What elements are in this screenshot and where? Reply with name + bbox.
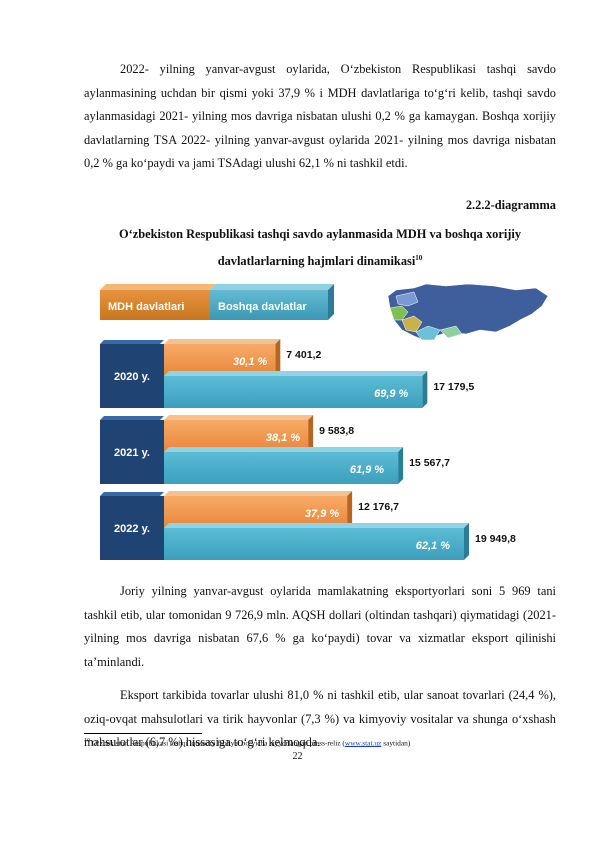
paragraph-2: Joriy yilning yanvar-avgust oylarida mam… [84, 584, 556, 669]
bar-mdh [164, 420, 309, 452]
footnote-link[interactable]: www.stat.uz [344, 738, 382, 748]
footnote-text-after: saytidan) [381, 738, 411, 748]
bar-mdh-top [164, 415, 314, 420]
category-box [100, 420, 164, 484]
footnote: 10 O‘zbekiston Respublikasi tashqi iqtis… [84, 738, 410, 747]
bar-boshqa [164, 376, 423, 408]
page-number: 22 [292, 751, 303, 762]
bar-boshqa-side [398, 447, 404, 484]
value-label-mdh: 12 176,7 [358, 501, 399, 513]
value-label-mdh: 9 583,8 [319, 425, 354, 437]
paragraph-3: Eksport tarkibida tovarlar ulushi 81,0 %… [84, 688, 556, 750]
bar-mdh-side [347, 491, 353, 528]
share-label-mdh: 37,9 % [305, 508, 339, 520]
category-label: 2020 y. [114, 371, 150, 383]
bar-mdh-top [164, 339, 281, 344]
share-label-mdh: 30,1 % [233, 356, 267, 368]
legend-label-boshqa: Boshqa davlatlar [218, 301, 307, 313]
share-label-boshqa: 61,9 % [350, 464, 384, 476]
legend-boshqa-swatch [210, 290, 328, 320]
diagram-title-text: O‘zbekiston Respublikasi tashqi savdo ay… [118, 227, 522, 269]
bar-boshqa-top [164, 371, 428, 376]
value-label-boshqa: 17 179,5 [433, 381, 474, 393]
footnote-text: O‘zbekiston Respublikasi tashqi iqtisodi… [90, 738, 345, 748]
bar-boshqa-top [164, 523, 469, 528]
paragraph-1: 2022- yilning yanvar-avgust oylarida, O‘… [84, 62, 556, 171]
legend: MDH davlatlari Boshqa davlatlar [100, 284, 334, 320]
cis-map-icon [387, 283, 549, 341]
value-label-boshqa: 19 949,8 [475, 533, 516, 545]
bar-mdh-top [164, 491, 353, 496]
legend-mdh-swatch [100, 290, 210, 320]
bar-mdh [164, 344, 276, 376]
bar-mdh-side [308, 415, 314, 452]
footnote-number: 10 [84, 738, 91, 744]
bar-mdh-side [275, 339, 281, 376]
share-label-mdh: 38,1 % [266, 432, 300, 444]
footnote-ref: 10 [415, 254, 423, 262]
value-label-mdh: 7 401,2 [286, 349, 321, 361]
bar-mdh [164, 496, 348, 528]
trade-volume-chart: MDH davlatlari Boshqa davlatlar 2020 y. 3… [100, 283, 549, 560]
footnote-rule [84, 733, 202, 734]
category-label: 2021 y. [114, 447, 150, 459]
diagram-number: 2.2.2-diagramma [465, 198, 556, 212]
legend-label-mdh: MDH davlatlari [108, 301, 184, 313]
value-label-boshqa: 15 567,7 [409, 457, 450, 469]
bar-boshqa-top [164, 447, 404, 452]
category-box-top [100, 492, 164, 496]
diagram-title: O‘zbekiston Respublikasi tashqi savdo ay… [84, 222, 556, 273]
bar-boshqa [164, 528, 464, 560]
bar-boshqa [164, 452, 399, 484]
bar-boshqa-side [464, 523, 469, 560]
share-label-boshqa: 69,9 % [374, 388, 408, 400]
category-label: 2022 y. [114, 523, 150, 535]
category-box-top [100, 340, 164, 344]
category-box [100, 496, 164, 560]
category-box-top [100, 416, 164, 420]
category-box [100, 344, 164, 408]
bar-boshqa-side [422, 371, 428, 408]
share-label-boshqa: 62,1 % [416, 540, 450, 552]
